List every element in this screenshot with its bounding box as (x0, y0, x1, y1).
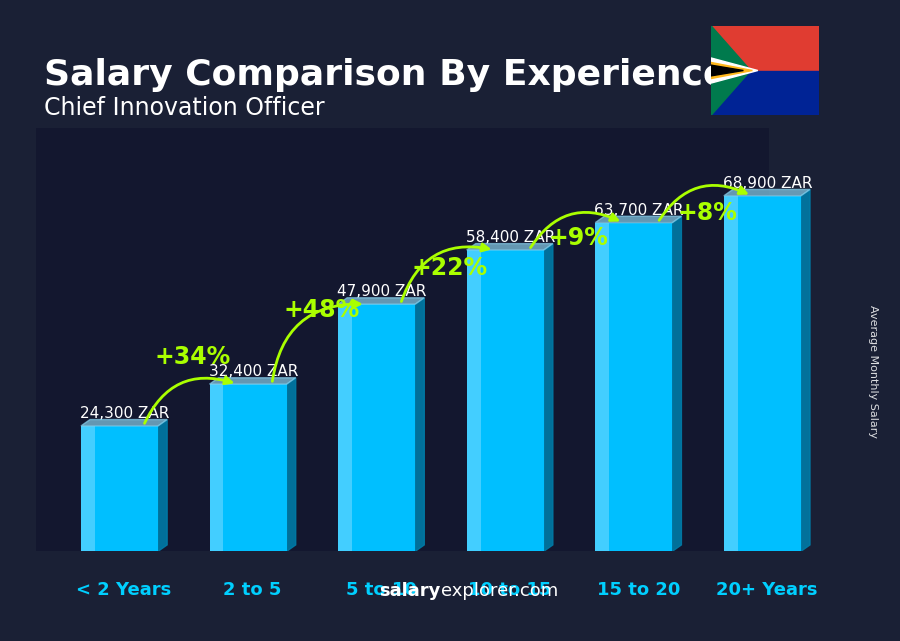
Text: +48%: +48% (284, 298, 360, 322)
Bar (467, 250, 481, 551)
Polygon shape (81, 420, 167, 426)
Polygon shape (210, 378, 296, 384)
Text: 15 to 20: 15 to 20 (597, 581, 680, 599)
Text: explorer.com: explorer.com (441, 582, 558, 600)
Text: Average Monthly Salary: Average Monthly Salary (868, 305, 878, 438)
Text: 2 to 5: 2 to 5 (223, 581, 282, 599)
Bar (595, 222, 609, 551)
Text: 68,900 ZAR: 68,900 ZAR (723, 176, 813, 191)
Text: < 2 Years: < 2 Years (76, 581, 172, 599)
Text: +34%: +34% (155, 345, 231, 369)
Polygon shape (595, 216, 681, 222)
FancyArrowPatch shape (145, 377, 231, 423)
FancyArrowPatch shape (659, 185, 746, 221)
Polygon shape (711, 26, 751, 115)
Polygon shape (338, 298, 424, 304)
FancyArrowPatch shape (531, 212, 617, 247)
Text: +22%: +22% (412, 256, 488, 280)
Text: +9%: +9% (549, 226, 608, 250)
Text: 5 to 10: 5 to 10 (346, 581, 417, 599)
Text: 63,700 ZAR: 63,700 ZAR (594, 203, 684, 217)
Text: salary: salary (380, 582, 441, 600)
Polygon shape (672, 216, 681, 551)
Bar (81, 426, 158, 551)
Polygon shape (544, 244, 553, 551)
Polygon shape (711, 65, 743, 76)
Bar (595, 222, 672, 551)
Polygon shape (711, 58, 758, 83)
Text: 10 to 15: 10 to 15 (468, 581, 552, 599)
Polygon shape (158, 420, 167, 551)
FancyArrowPatch shape (273, 301, 360, 381)
Bar (724, 196, 738, 551)
Bar (711, 26, 819, 71)
Bar (338, 304, 352, 551)
Text: 20+ Years: 20+ Years (716, 581, 818, 599)
Bar (724, 196, 801, 551)
Text: Chief Innovation Officer: Chief Innovation Officer (44, 96, 325, 121)
Polygon shape (415, 298, 424, 551)
Polygon shape (711, 62, 752, 79)
Polygon shape (801, 190, 810, 551)
Text: 24,300 ZAR: 24,300 ZAR (80, 406, 169, 420)
Text: 58,400 ZAR: 58,400 ZAR (466, 230, 555, 245)
Text: 47,900 ZAR: 47,900 ZAR (338, 284, 427, 299)
Polygon shape (467, 244, 553, 250)
Text: +8%: +8% (677, 201, 737, 225)
FancyArrowPatch shape (401, 244, 489, 301)
Text: Salary Comparison By Experience: Salary Comparison By Experience (44, 58, 727, 92)
Bar (711, 71, 819, 115)
Bar (338, 304, 415, 551)
Polygon shape (287, 378, 296, 551)
Bar (81, 426, 94, 551)
Text: 32,400 ZAR: 32,400 ZAR (209, 364, 298, 379)
Polygon shape (724, 190, 810, 196)
Bar (210, 384, 223, 551)
Bar (467, 250, 544, 551)
Bar (210, 384, 287, 551)
